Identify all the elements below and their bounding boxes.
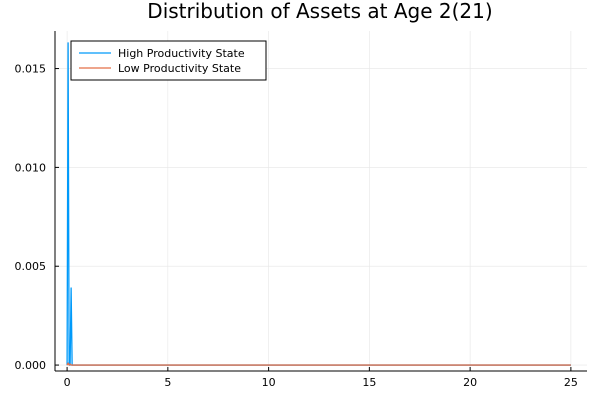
y-tick-label: 0.000 [15, 359, 47, 372]
y-tick-label: 0.010 [15, 161, 47, 174]
series-layer [66, 42, 571, 366]
y-tick-label: 0.005 [15, 260, 47, 273]
series-line-low-productivity [66, 362, 571, 366]
x-tick-label: 20 [463, 376, 477, 389]
y-tick-label: 0.015 [15, 63, 47, 76]
ticks-layer: 0 5 10 15 20 25 0.000 0.005 0.010 0.015 [15, 63, 578, 389]
legend-label: High Productivity State [118, 47, 245, 60]
chart-title: Distribution of Assets at Age 2(21) [147, 0, 492, 23]
legend: High Productivity State Low Productivity … [70, 40, 267, 81]
x-tick-label: 15 [362, 376, 376, 389]
x-tick-label: 5 [164, 376, 171, 389]
x-tick-label: 0 [64, 376, 71, 389]
x-tick-label: 10 [262, 376, 276, 389]
axes-layer [54, 31, 587, 372]
legend-label: Low Productivity State [118, 62, 241, 75]
x-tick-label: 25 [564, 376, 578, 389]
legend-box [70, 40, 267, 81]
